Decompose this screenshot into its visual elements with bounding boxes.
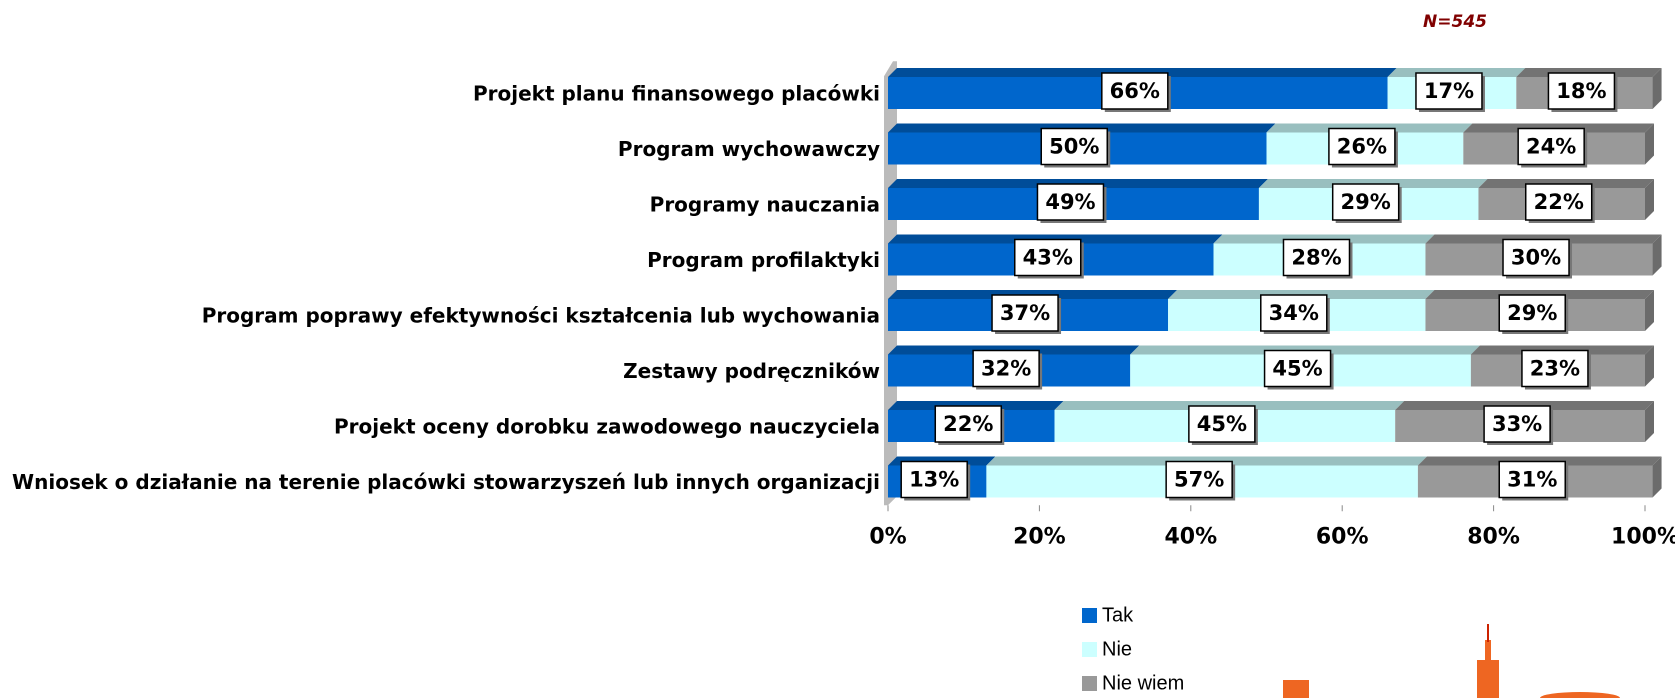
value-label: 37% xyxy=(1000,301,1050,325)
legend-swatch xyxy=(1082,642,1097,657)
label-box xyxy=(934,405,1003,443)
x-tick-label: 20% xyxy=(1013,524,1066,549)
value-label: 18% xyxy=(1556,79,1606,103)
legend-swatch xyxy=(1082,676,1097,691)
label-box xyxy=(1547,72,1616,110)
value-label: 23% xyxy=(1530,357,1580,381)
label-box xyxy=(1014,238,1082,277)
category-label: Program wychowawczy xyxy=(618,137,880,161)
category-label: Program poprawy efektywności kształcenia… xyxy=(202,304,880,328)
annotation: N=545 xyxy=(1423,12,1487,32)
label-box xyxy=(1036,183,1105,221)
label-box xyxy=(1165,460,1233,499)
value-label: 45% xyxy=(1197,412,1247,436)
bar-side xyxy=(1645,290,1654,331)
label-box xyxy=(1498,294,1566,332)
value-label: 22% xyxy=(1534,190,1584,214)
bar-side xyxy=(1645,123,1654,165)
x-tick-label: 60% xyxy=(1316,524,1369,549)
value-label: 33% xyxy=(1492,412,1542,436)
label-box xyxy=(972,349,1040,388)
category-label: Wniosek o działanie na terenie placówki … xyxy=(12,470,880,494)
value-label: 50% xyxy=(1049,135,1099,159)
value-label: 49% xyxy=(1045,190,1095,214)
x-tick-label: 0% xyxy=(869,524,906,549)
value-label: 24% xyxy=(1526,135,1576,159)
bar-side xyxy=(1652,68,1662,109)
value-label: 22% xyxy=(943,412,993,436)
value-label: 57% xyxy=(1174,468,1224,492)
value-label: 32% xyxy=(981,357,1031,381)
label-box xyxy=(1101,72,1169,110)
label-box xyxy=(1282,238,1351,277)
category-label: Zestawy podręczników xyxy=(623,359,880,383)
label-box xyxy=(1263,349,1332,388)
category-label: Program profilaktyki xyxy=(647,248,880,272)
axis-wall xyxy=(884,61,897,506)
label-box xyxy=(991,294,1059,332)
label-box xyxy=(1328,127,1396,166)
label-box xyxy=(1498,460,1566,499)
label-box xyxy=(1331,183,1400,221)
value-label: 30% xyxy=(1511,246,1561,270)
value-label: 13% xyxy=(909,468,959,492)
bar-side xyxy=(1652,456,1662,498)
label-box xyxy=(1524,183,1593,221)
x-tick-label: 80% xyxy=(1467,524,1520,549)
label-box xyxy=(1521,349,1589,388)
x-tick-label: 40% xyxy=(1164,524,1217,549)
category-label: Programy nauczania xyxy=(650,193,880,217)
value-label: 43% xyxy=(1023,246,1073,270)
legend-swatch xyxy=(1082,608,1097,623)
category-label: Projekt planu finansowego placówki xyxy=(473,82,880,106)
label-box xyxy=(1415,72,1483,110)
value-label: 26% xyxy=(1337,135,1387,159)
decoration xyxy=(1283,624,1620,698)
bar-side xyxy=(1645,345,1654,387)
label-box xyxy=(900,460,968,499)
legend-label: Nie xyxy=(1102,638,1132,660)
value-label: 17% xyxy=(1424,79,1474,103)
label-box xyxy=(1040,127,1108,166)
label-box xyxy=(1502,238,1570,277)
value-label: 29% xyxy=(1341,190,1391,214)
label-box xyxy=(1260,294,1328,332)
label-box xyxy=(1483,405,1551,443)
legend-label: Nie wiem xyxy=(1102,672,1184,694)
category-label: Projekt oceny dorobku zawodowego nauczyc… xyxy=(334,415,880,439)
bar-side xyxy=(1645,179,1654,220)
legend-label: Tak xyxy=(1102,604,1134,626)
bar-side xyxy=(1645,401,1654,442)
label-box xyxy=(1188,405,1256,443)
bar-side xyxy=(1652,234,1662,276)
value-label: 28% xyxy=(1291,246,1341,270)
x-tick-label: 100% xyxy=(1611,524,1675,549)
value-label: 66% xyxy=(1110,79,1160,103)
value-label: 34% xyxy=(1269,301,1319,325)
value-label: 29% xyxy=(1507,301,1557,325)
value-label: 45% xyxy=(1272,357,1322,381)
value-label: 31% xyxy=(1507,468,1557,492)
label-box xyxy=(1517,127,1585,166)
